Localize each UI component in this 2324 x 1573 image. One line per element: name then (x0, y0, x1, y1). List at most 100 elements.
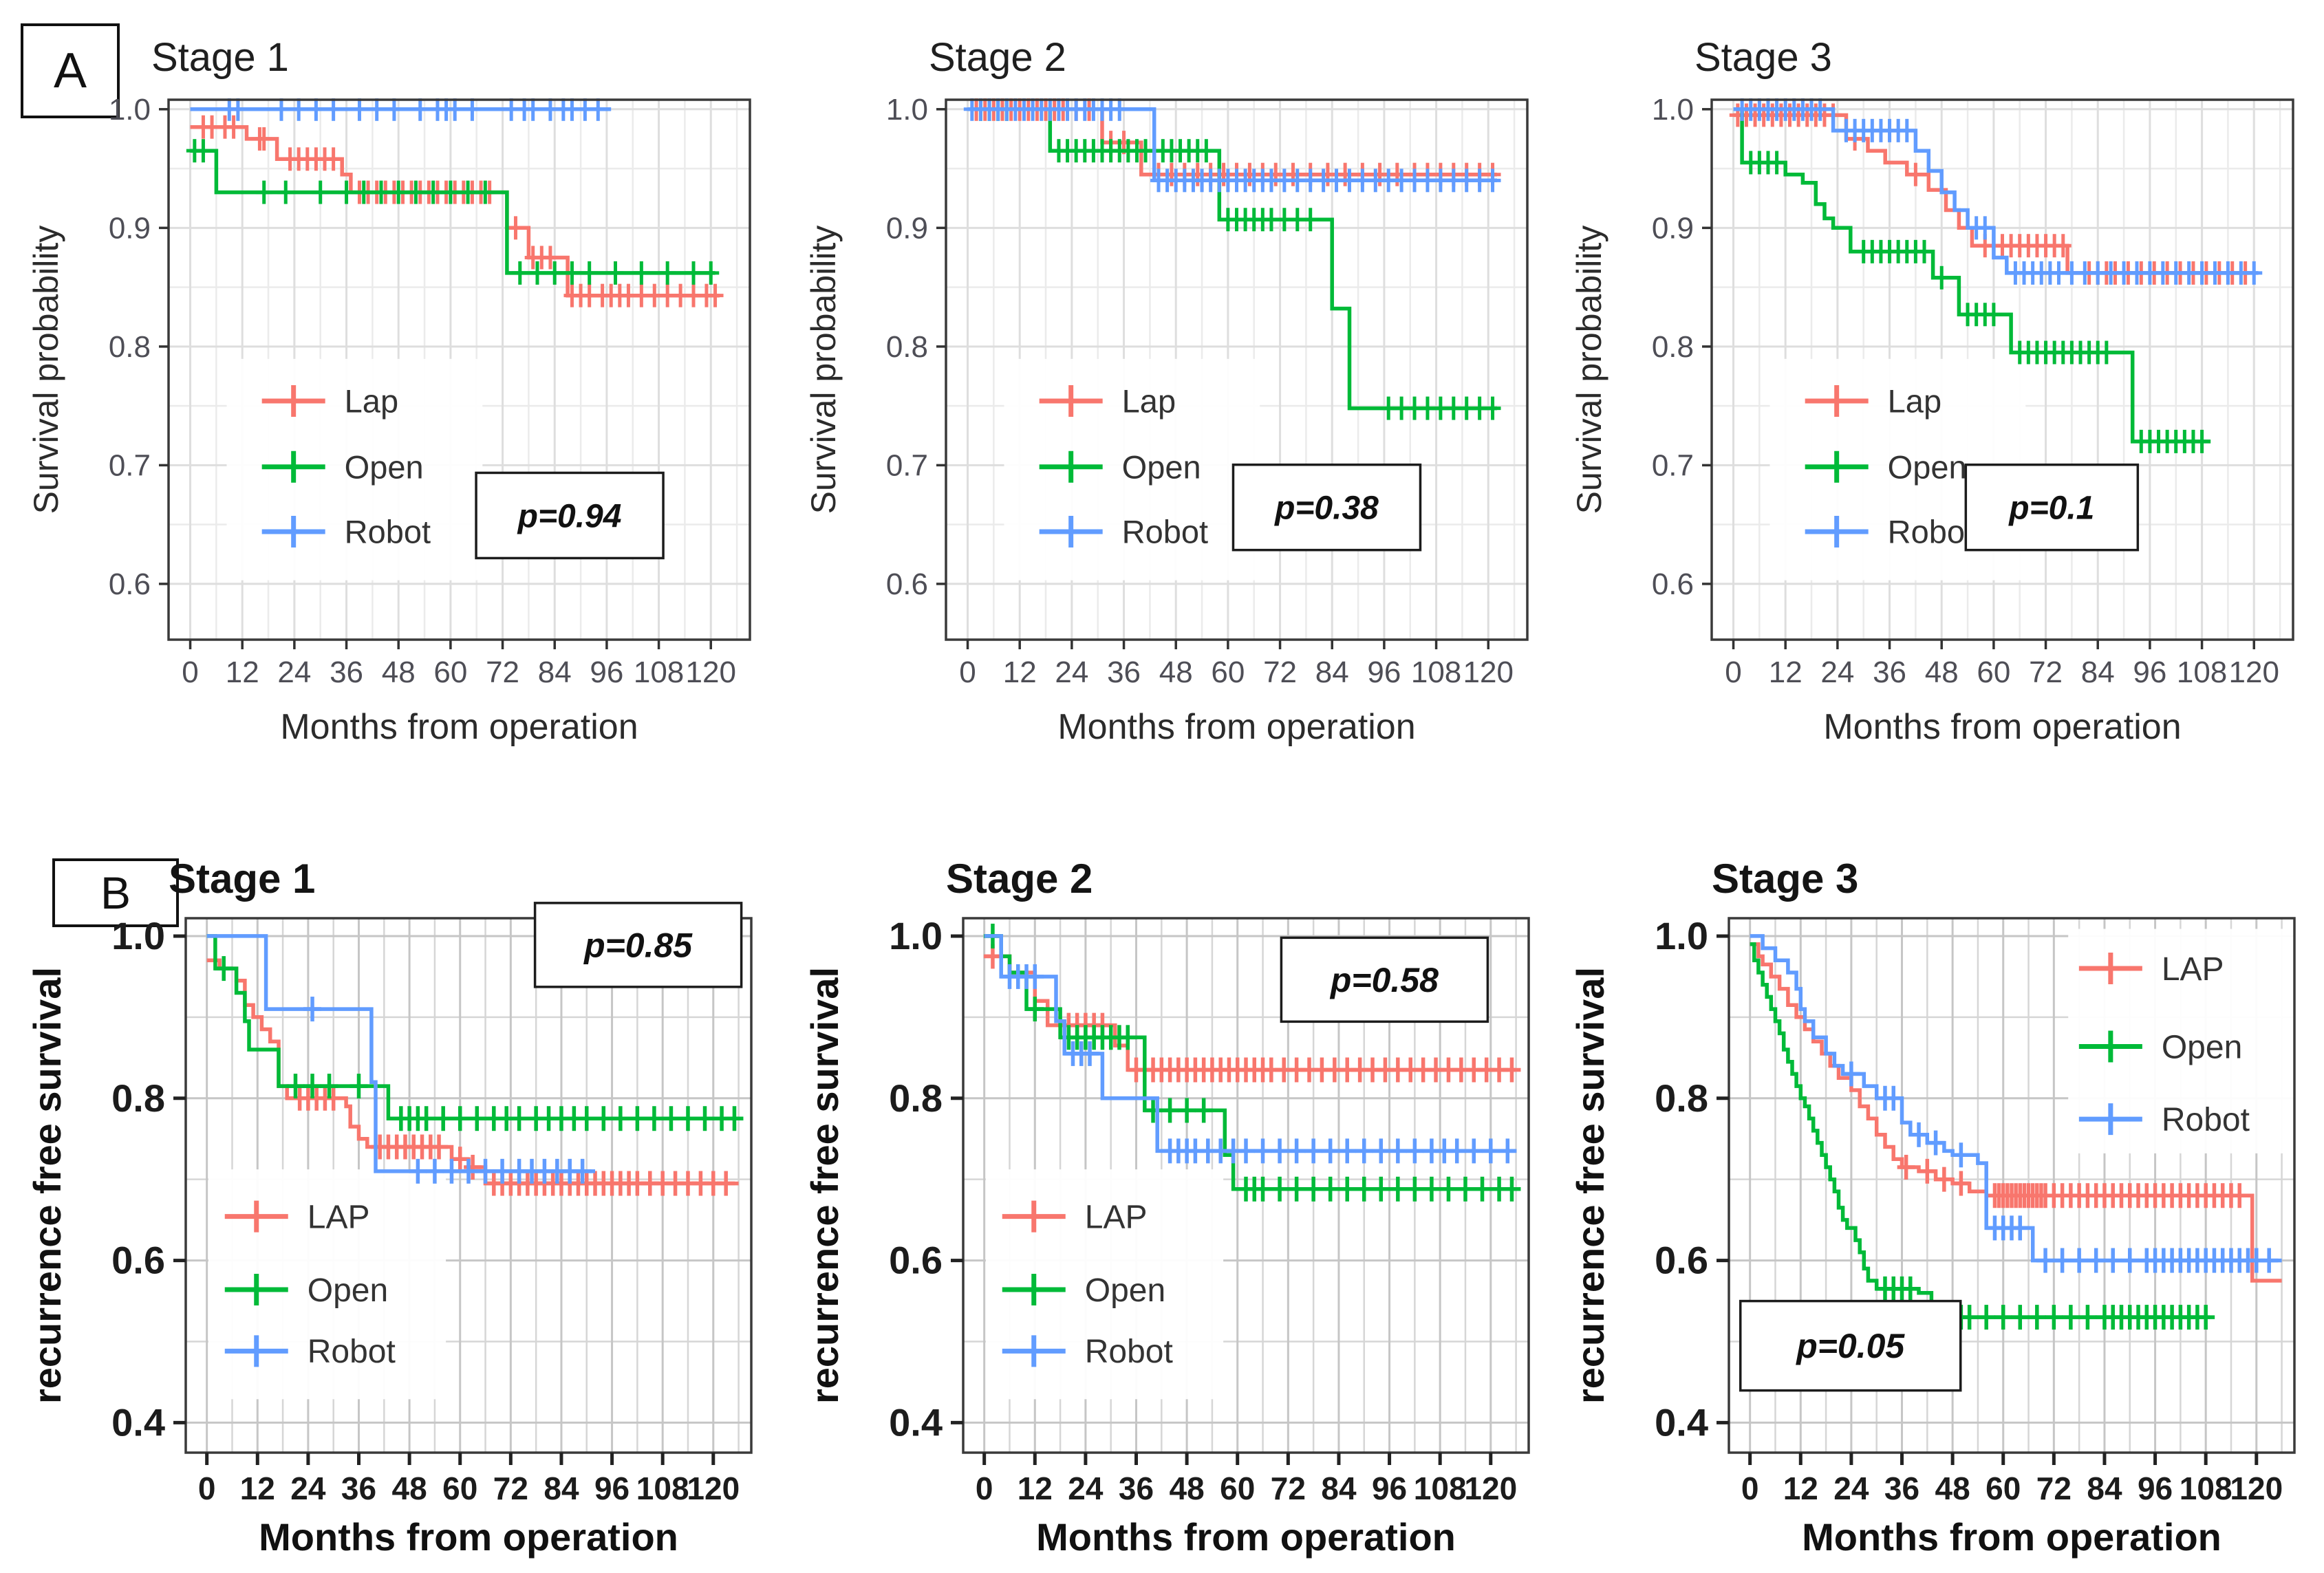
panel-b-stage2-rfs-chart: 0 12 24 36 48 60 72 84 96 108 120 0.4 0.6 0.8 1.0 Stage… (798, 853, 1545, 1573)
x-tick-label: 36 (1873, 655, 1906, 689)
panel-title: Stage 1 (151, 35, 289, 80)
legend-label: Lap (1888, 382, 1941, 419)
x-tick-label: 12 (226, 655, 259, 689)
series-open-curve (984, 934, 1516, 1191)
x-axis-title: Months from operation (1823, 707, 2181, 747)
x-tick-label: 120 (687, 1471, 740, 1506)
panel-b-stage1-rfs-chart: 0 12 24 36 48 60 72 84 96 108 120 0.4 0.6 0.8 1.0 Stage… (21, 853, 767, 1573)
legend-label: LAP (308, 1199, 370, 1235)
series-lap-curve (1733, 113, 2250, 275)
y-tick-label: 0.8 (886, 330, 928, 364)
p-value-box (1231, 463, 1422, 552)
x-tick-label: 12 (240, 1471, 275, 1506)
p-value-text: p=0.1 (2008, 490, 2094, 526)
axis-ticks (1702, 108, 2255, 649)
x-tick-label: 72 (2029, 655, 2063, 689)
x-tick-label: 36 (330, 655, 363, 689)
y-tick-label: 0.8 (109, 330, 151, 364)
p-value-text: p=0.85 (583, 926, 693, 964)
p-value-box (1280, 936, 1489, 1023)
y-tick-label: 0.4 (889, 1400, 943, 1444)
series-robot-censor-marks (1842, 1061, 2279, 1273)
series-open-censor-marks (983, 923, 1521, 1202)
x-tick-label: 72 (493, 1471, 528, 1506)
panel-a-stage3-survival-chart: 0 12 24 36 48 60 72 84 96 108 120 0.6 0.7 0.8 0.9 1.0 St… (1564, 17, 2310, 791)
x-tick-label: 108 (1411, 655, 1461, 689)
x-tick-label: 12 (1783, 1471, 1818, 1506)
legend: LAP Open Robot (1002, 1199, 1173, 1370)
y-tick-label: 0.4 (111, 1400, 165, 1444)
y-tick-label: 0.6 (109, 567, 151, 601)
y-tick-label: 1.0 (109, 93, 151, 127)
y-tick-label: 0.8 (1655, 1076, 1708, 1120)
series-open-censor-marks (215, 956, 744, 1131)
legend-label: Open (345, 448, 424, 485)
series-lap-censor-marks (195, 115, 724, 307)
y-tick-label: 1.0 (1652, 93, 1694, 127)
x-tick-label: 96 (594, 1471, 630, 1506)
plot-border (945, 98, 1529, 641)
y-axis-title: recurrence free survival (25, 967, 69, 1404)
legend-label: Open (308, 1272, 388, 1309)
x-axis-title: Months from operation (280, 707, 638, 747)
x-tick-label: 48 (1935, 1471, 1970, 1506)
y-tick-label: 1.0 (886, 93, 928, 127)
legend: Lap Open Robot (1039, 382, 1208, 550)
x-tick-label: 24 (290, 1471, 326, 1506)
legend: Lap Open Robot (1805, 382, 1974, 550)
y-tick-label: 0.6 (1652, 567, 1694, 601)
x-tick-label: 108 (2180, 1471, 2232, 1506)
x-tick-label: 120 (686, 655, 736, 689)
x-tick-label: 48 (1170, 1471, 1205, 1506)
legend-label: Open (1085, 1272, 1165, 1309)
series-robot-censor-marks (963, 98, 1501, 193)
km-chart-svg-A3: 0 12 24 36 48 60 72 84 96 108 120 0.6 0.7 0.8 0.9 1.0St… (1570, 35, 2294, 747)
y-tick-label: 1.0 (889, 914, 943, 957)
y-tick-label: 0.6 (111, 1239, 165, 1282)
x-tick-label: 60 (433, 655, 467, 689)
x-tick-label: 108 (2177, 655, 2227, 689)
y-tick-label: 0.8 (889, 1076, 943, 1120)
y-tick-label: 0.6 (1655, 1239, 1708, 1282)
legend: LAP Open Robot (2078, 951, 2250, 1138)
y-axis-title: Survival probability (27, 226, 65, 514)
y-axis-title: Survival probability (1570, 226, 1608, 514)
x-tick-label: 48 (1925, 655, 1959, 689)
y-tick-label: 0.8 (1652, 330, 1694, 364)
km-chart-svg-A1: 0 12 24 36 48 60 72 84 96 108 120 0.6 0.7 0.8 0.9 1.0St… (27, 35, 751, 747)
y-tick-label: 0.9 (1652, 211, 1694, 245)
plot-border (184, 917, 753, 1454)
x-tick-label: 96 (2138, 1471, 2173, 1506)
legend-background (985, 1169, 1224, 1400)
x-tick-label: 0 (182, 655, 198, 689)
x-tick-label: 108 (636, 1471, 689, 1506)
y-tick-label: 0.9 (109, 211, 151, 245)
x-tick-label: 0 (959, 655, 976, 689)
legend-label: Robot (1888, 513, 1974, 550)
x-tick-label: 36 (1119, 1471, 1154, 1506)
figure-label-a: A (21, 23, 120, 118)
legend-label: Lap (1122, 382, 1176, 419)
p-value-box (1964, 463, 2140, 552)
legend-label: Open (1122, 448, 1201, 485)
series-robot-censor-marks (221, 98, 607, 121)
panel-title: Stage 1 (169, 856, 315, 902)
x-tick-label: 0 (976, 1471, 993, 1506)
x-tick-label: 120 (2230, 1471, 2283, 1506)
panel-title: Stage 2 (946, 856, 1093, 902)
x-tick-label: 108 (1414, 1471, 1467, 1506)
legend-label: Open (2162, 1029, 2242, 1065)
x-tick-label: 72 (486, 655, 519, 689)
y-tick-label: 0.6 (886, 567, 928, 601)
x-tick-label: 0 (1741, 1471, 1759, 1506)
p-value-text: p=0.05 (1795, 1327, 1905, 1365)
axis-ticks (173, 934, 716, 1465)
series-open-curve (1733, 107, 2211, 444)
p-value-box (533, 902, 743, 988)
x-tick-label: 84 (1321, 1471, 1357, 1506)
y-tick-label: 0.6 (889, 1239, 943, 1282)
legend-label: Robot (2162, 1102, 2250, 1138)
y-axis-title: recurrence free survival (803, 967, 846, 1404)
series-lap-curve (206, 958, 739, 1186)
